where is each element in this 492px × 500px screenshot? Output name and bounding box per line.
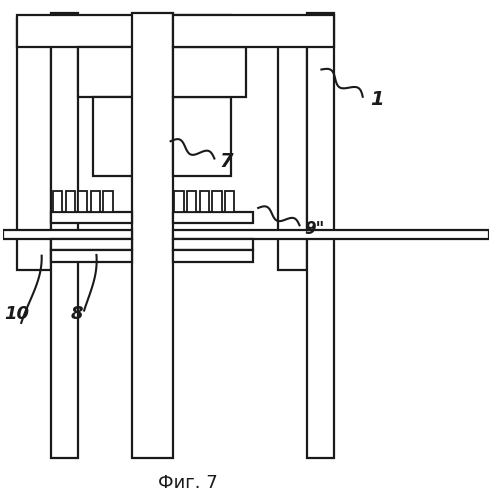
Bar <box>200 191 209 212</box>
Text: Фиг. 7: Фиг. 7 <box>158 474 217 492</box>
Text: 10: 10 <box>4 305 29 323</box>
Text: 7: 7 <box>219 152 233 172</box>
Bar <box>78 48 166 96</box>
Bar <box>173 239 253 250</box>
Bar <box>173 250 253 262</box>
Bar <box>173 96 231 176</box>
Bar <box>132 12 173 458</box>
Bar <box>3 230 132 239</box>
Bar <box>17 15 231 48</box>
Bar <box>173 230 489 239</box>
Bar <box>103 191 113 212</box>
Bar <box>175 191 184 212</box>
Bar <box>52 12 78 458</box>
Bar <box>93 96 151 176</box>
Text: 1: 1 <box>370 90 384 108</box>
Text: 8: 8 <box>71 305 83 323</box>
Bar <box>52 250 132 262</box>
Bar <box>52 212 132 223</box>
Bar <box>91 191 100 212</box>
Bar <box>173 15 334 48</box>
Bar <box>78 191 88 212</box>
Bar <box>213 191 222 212</box>
Bar <box>65 191 75 212</box>
Bar <box>52 239 132 250</box>
Bar <box>173 48 246 96</box>
Bar <box>187 191 196 212</box>
Bar <box>53 191 62 212</box>
Bar <box>277 45 307 270</box>
Text: 9": 9" <box>305 220 325 238</box>
Bar <box>173 212 253 223</box>
Bar <box>307 12 334 458</box>
Bar <box>17 18 52 270</box>
Bar <box>225 191 234 212</box>
